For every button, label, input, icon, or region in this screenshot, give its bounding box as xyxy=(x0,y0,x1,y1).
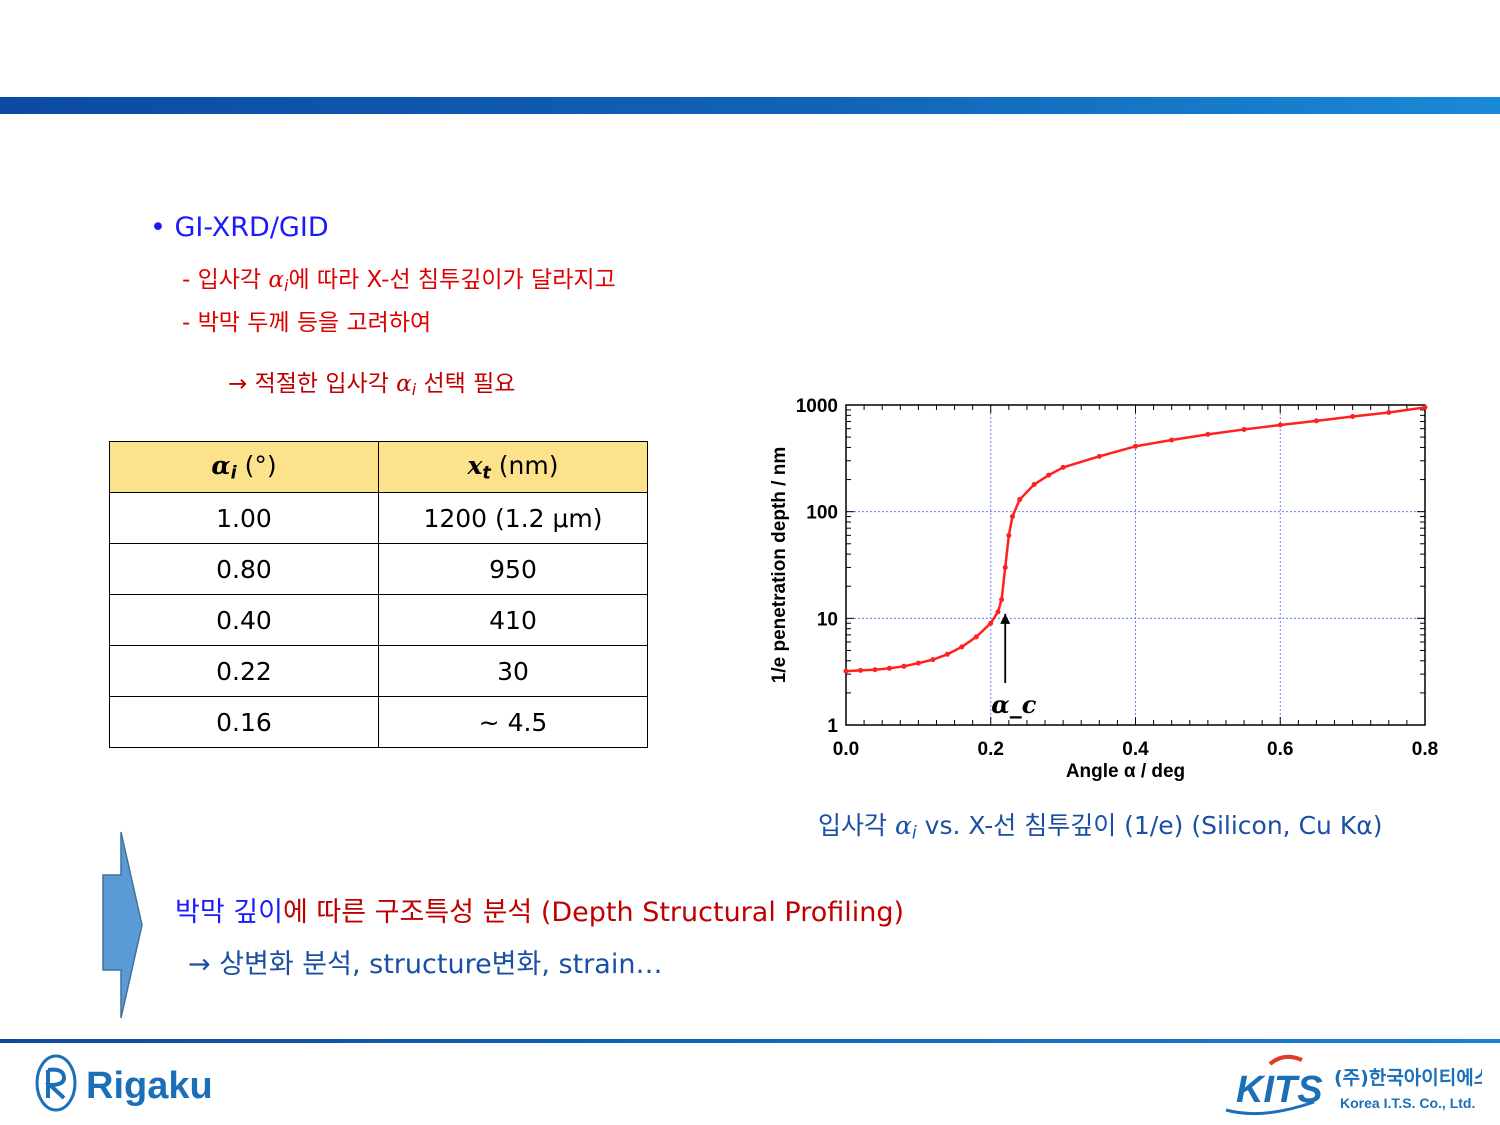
angle-depth-table: αi (°) xt (nm) 1.00 1200 (1.2 μm) 0.80 9… xyxy=(109,441,648,748)
x-tick-label: 0.4 xyxy=(1122,739,1149,760)
data-point xyxy=(1277,422,1283,428)
penetration-depth-chart: 0.0 0.2 0.4 0.6 0.8 1 10 100 1000 Angle α / deg 1/… xyxy=(755,395,1455,790)
data-point xyxy=(886,665,892,671)
table-cell-angle: 0.22 xyxy=(109,645,379,697)
kits-logo: KITS (주)한국아이티에스 Korea I.T.S. Co., Ltd. xyxy=(1225,1054,1482,1116)
conclusion-prefix: → 적절한 입사각 xyxy=(228,371,397,397)
bullet-line-1-suffix: 에 따라 X-선 침투깊이가 달라지고 xyxy=(288,267,616,293)
header-band xyxy=(0,97,1500,114)
data-point xyxy=(1031,481,1037,487)
data-point xyxy=(1060,464,1066,470)
bullet-title: • GI-XRD/GID xyxy=(150,212,329,243)
bullet-line-2-text: - 박막 두께 등을 고려하여 xyxy=(182,310,432,336)
data-point xyxy=(1017,497,1023,503)
table-cell-depth: ~ 4.5 xyxy=(378,696,648,748)
svg-text:Rigaku: Rigaku xyxy=(86,1065,213,1107)
data-point xyxy=(995,609,1001,615)
bullet-line-1: - 입사각 αi에 따라 X-선 침투깊이가 달라지고 xyxy=(182,260,616,295)
table-row: 1.00 1200 (1.2 μm) xyxy=(109,492,648,544)
table-cell-depth: 950 xyxy=(378,543,648,595)
data-point xyxy=(1133,443,1138,449)
svg-text:(주)한국아이티에스: (주)한국아이티에스 xyxy=(1334,1067,1482,1089)
data-point xyxy=(1386,410,1392,416)
data-point xyxy=(1002,564,1008,570)
data-point xyxy=(999,597,1005,603)
alpha-symbol: α xyxy=(268,267,284,293)
data-point xyxy=(1046,472,1052,478)
table-cell-depth: 1200 (1.2 μm) xyxy=(378,492,648,544)
y-axis-label: 1/e penetration depth / nm xyxy=(769,447,790,683)
x-tick-label: 0.0 xyxy=(833,739,859,760)
y-tick-label: 10 xyxy=(817,609,838,630)
svg-text:Korea I.T.S. Co., Ltd.: Korea I.T.S. Co., Ltd. xyxy=(1340,1095,1475,1111)
data-point xyxy=(843,668,849,674)
data-point xyxy=(988,620,994,626)
alpha-symbol: α xyxy=(894,811,912,840)
rigaku-logo: Rigaku xyxy=(35,1054,213,1112)
data-point xyxy=(1205,431,1211,437)
table-cell-depth: 410 xyxy=(378,594,648,646)
table-cell-depth: 30 xyxy=(378,645,648,697)
data-point xyxy=(930,657,936,663)
right-arrow-icon xyxy=(102,831,143,1019)
summary-red-part: 에 따른 구조특성 분석 (Depth Structural Profiling… xyxy=(282,897,905,928)
table-row: 0.40 410 xyxy=(109,594,648,646)
alpha-subscript: i xyxy=(411,380,417,400)
x-tick-label: 0.6 xyxy=(1267,739,1293,760)
table-header-row: αi (°) xt (nm) xyxy=(109,441,648,493)
table-header-depth: xt (nm) xyxy=(378,441,648,493)
data-point xyxy=(959,644,965,650)
data-point xyxy=(915,660,921,666)
table-cell-angle: 1.00 xyxy=(109,492,379,544)
bullet-line-2: - 박막 두께 등을 고려하여 xyxy=(182,303,431,337)
conclusion-line: → 적절한 입사각 αi 선택 필요 xyxy=(228,364,515,399)
alpha-subscript: i xyxy=(911,823,917,844)
data-point xyxy=(944,651,950,657)
data-point xyxy=(973,634,979,640)
y-tick-label: 100 xyxy=(806,503,838,524)
annotation-label: α_c xyxy=(991,690,1036,719)
data-point xyxy=(857,667,863,673)
data-point xyxy=(1350,414,1356,420)
table-row: 0.80 950 xyxy=(109,543,648,595)
table-header-angle: αi (°) xyxy=(109,441,379,493)
table-cell-angle: 0.80 xyxy=(109,543,379,595)
table-row: 0.16 ~ 4.5 xyxy=(109,696,648,748)
svg-text:KITS: KITS xyxy=(1236,1069,1323,1111)
caption-suffix: vs. X-선 침투깊이 (1/e) (Silicon, Cu Kα) xyxy=(916,811,1383,840)
x-axis-label: Angle α / deg xyxy=(1066,761,1185,782)
footer-line xyxy=(0,1039,1500,1043)
data-point xyxy=(872,667,878,673)
x-tick-label: 0.8 xyxy=(1412,739,1438,760)
caption-prefix: 입사각 xyxy=(818,811,895,840)
table-row: 0.22 30 xyxy=(109,645,648,697)
data-point xyxy=(1096,453,1102,459)
bullet-line-1-prefix: - 입사각 xyxy=(182,267,269,293)
chart-svg: 0.0 0.2 0.4 0.6 0.8 1 10 100 1000 Angle α / deg 1/… xyxy=(769,396,1438,782)
summary-blue-part: 박막 깊이 xyxy=(175,897,283,928)
data-point xyxy=(1422,404,1428,410)
alpha-symbol: α xyxy=(396,371,412,397)
y-tick-label: 1000 xyxy=(796,396,838,417)
data-point xyxy=(901,663,907,669)
data-point xyxy=(1006,532,1012,538)
summary-line-1: 박막 깊이에 따른 구조특성 분석 (Depth Structural Prof… xyxy=(175,890,904,929)
x-tick-label: 0.2 xyxy=(978,739,1004,760)
summary-line-2: → 상변화 분석, structure변화, strain… xyxy=(188,949,663,980)
table-cell-angle: 0.40 xyxy=(109,594,379,646)
data-point xyxy=(1009,514,1015,520)
y-tick-label: 1 xyxy=(827,716,838,737)
annotation-arrow-head xyxy=(1000,613,1011,624)
table-cell-angle: 0.16 xyxy=(109,696,379,748)
alpha-subscript: i xyxy=(283,276,289,296)
conclusion-suffix: 선택 필요 xyxy=(416,371,516,397)
chart-caption: 입사각 αi vs. X-선 침투깊이 (1/e) (Silicon, Cu K… xyxy=(818,806,1382,843)
data-point xyxy=(1169,437,1175,443)
data-point xyxy=(1313,418,1319,424)
data-point xyxy=(1241,426,1247,432)
